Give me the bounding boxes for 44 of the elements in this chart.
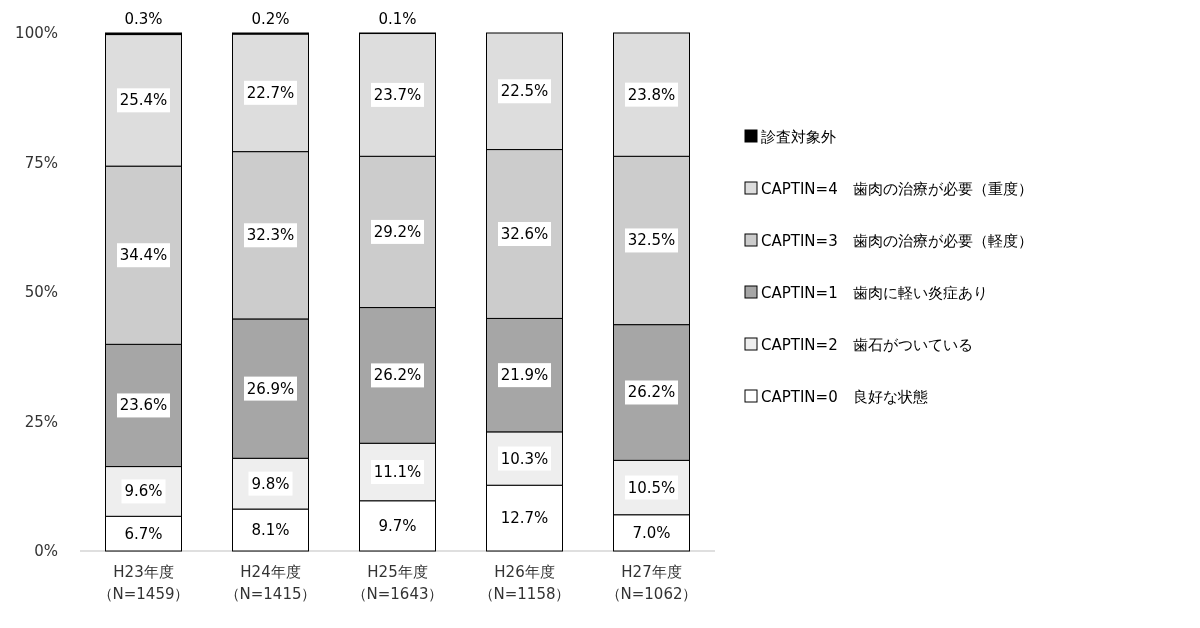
- legend-label: CAPTIN=0 良好な状態: [761, 388, 928, 406]
- x-tick-label: H27年度（N=1062）: [605, 563, 698, 603]
- data-label: 26.2%: [627, 383, 676, 402]
- data-label: 29.2%: [373, 222, 422, 241]
- legend-label: CAPTIN=2 歯石がついている: [761, 336, 973, 354]
- data-label: 23.7%: [373, 85, 422, 104]
- data-label: 10.5%: [627, 478, 676, 497]
- y-tick-label: 50%: [24, 283, 58, 301]
- data-label: 26.2%: [373, 366, 422, 385]
- data-label: 0.2%: [251, 10, 290, 28]
- y-tick-label: 100%: [15, 24, 58, 42]
- legend-label: CAPTIN=1 歯肉に軽い炎症あり: [761, 284, 988, 302]
- data-label: 0.3%: [124, 10, 163, 28]
- legend-label: CAPTIN=3 歯肉の治療が必要（軽度）: [761, 232, 1033, 250]
- legend-label: 診査対象外: [761, 128, 836, 146]
- data-label: 25.4%: [119, 91, 168, 110]
- x-tick-label: H26年度（N=1158）: [478, 563, 571, 603]
- data-label: 23.6%: [119, 396, 168, 415]
- data-label: 23.8%: [627, 85, 676, 104]
- data-label: 9.6%: [124, 482, 163, 501]
- data-label: 32.5%: [627, 231, 676, 250]
- x-tick-label: H24年度（N=1415）: [224, 563, 317, 603]
- data-label: 21.9%: [500, 366, 549, 385]
- data-label: 32.6%: [500, 224, 549, 243]
- data-label: 10.3%: [500, 449, 549, 468]
- y-tick-label: 75%: [24, 153, 58, 172]
- y-tick-label: 25%: [24, 412, 58, 431]
- data-label: 11.1%: [373, 463, 422, 482]
- data-label: 32.3%: [246, 226, 295, 245]
- data-label: 0.1%: [378, 10, 417, 28]
- data-label: 6.7%: [124, 524, 163, 543]
- data-label: 9.7%: [378, 516, 417, 535]
- y-tick-label: 0%: [34, 542, 58, 560]
- data-label: 7.0%: [632, 523, 671, 542]
- data-label: 22.7%: [246, 83, 295, 102]
- legend-label: CAPTIN=4 歯肉の治療が必要（重度）: [761, 180, 1033, 198]
- data-label: 8.1%: [251, 521, 290, 540]
- data-label: 26.9%: [246, 379, 295, 398]
- data-label: 22.5%: [500, 82, 549, 101]
- x-tick-label: H25年度（N=1643）: [351, 563, 444, 603]
- data-label: 9.8%: [251, 474, 290, 493]
- x-tick-label: H23年度（N=1459）: [97, 563, 190, 603]
- data-label: 12.7%: [500, 509, 549, 528]
- data-label: 34.4%: [119, 246, 168, 265]
